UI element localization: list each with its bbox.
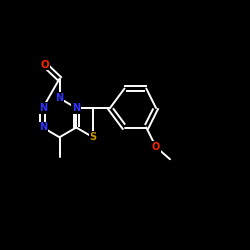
Text: O: O (40, 60, 49, 70)
Text: N: N (39, 122, 47, 132)
Text: O: O (152, 142, 160, 152)
Text: N: N (56, 93, 64, 103)
Text: S: S (90, 132, 96, 142)
Text: N: N (72, 103, 80, 113)
Text: N: N (39, 103, 47, 113)
